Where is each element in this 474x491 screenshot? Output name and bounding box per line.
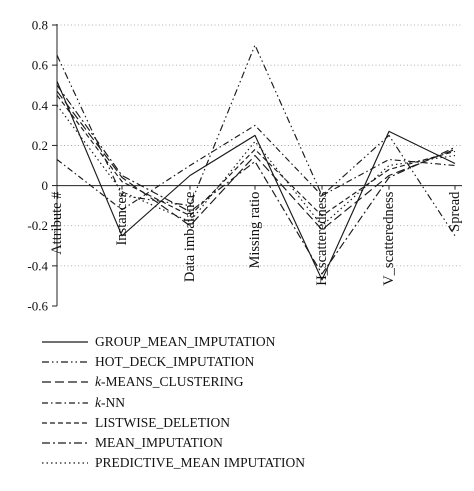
legend-item: HOT_DECK_IMPUTATION (40, 352, 460, 372)
x-tick-label: Missing ratio (247, 192, 263, 269)
x-tick-label: Instances (114, 191, 130, 245)
y-tick-label: 0.4 (32, 98, 49, 113)
x-axis (56, 185, 462, 190)
legend-label: HOT_DECK_IMPUTATION (95, 354, 255, 370)
legend-label: LISTWISE_DELETION (95, 414, 230, 430)
x-tick-label: Spread (447, 191, 463, 232)
legend-label: PREDICTIVE_MEAN IMPUTATION (95, 455, 306, 471)
legend-item: k-NN (40, 393, 460, 413)
legend-label: k-MEANS_CLUSTERING (95, 374, 244, 390)
y-axis: -0.6 -0.4 -0.2 0 0.2 0.4 0.6 0.8 (27, 18, 58, 314)
legend-item: k-MEANS_CLUSTERING (40, 372, 460, 392)
legend-label: MEAN_IMPUTATION (95, 435, 223, 450)
legend-swatch (42, 442, 88, 444)
y-tick-label: -0.2 (27, 218, 48, 233)
x-tick-label: H_scatteredness (314, 191, 330, 286)
x-tick-labels: Attribute # Instances Data imbalance Missin… (49, 191, 463, 286)
legend-item: PREDICTIVE_MEAN IMPUTATION (40, 453, 460, 473)
legend-label: k-NN (95, 394, 125, 410)
legend-swatch (42, 361, 88, 363)
legend-swatch (42, 401, 88, 404)
series-line (56, 94, 456, 217)
x-tick-label: V_scatteredness (381, 191, 397, 286)
legend-label: GROUP_MEAN_IMPUTATION (95, 334, 276, 349)
legend-swatch (42, 422, 88, 424)
legend-item: LISTWISE_DELETION (40, 413, 460, 433)
y-tick-label: 0 (42, 178, 49, 193)
legend-swatch (42, 462, 88, 464)
y-tick-label: -0.6 (27, 299, 48, 314)
x-tick-label: Data imbalance (182, 192, 198, 283)
y-tick-label: 0.8 (32, 18, 48, 33)
series-line (56, 84, 456, 275)
y-tick-label: -0.4 (27, 258, 48, 273)
legend-swatch (42, 341, 88, 343)
series-line (56, 104, 456, 227)
series-lines (56, 44, 456, 281)
legend-swatch (42, 381, 88, 383)
legend-item: GROUP_MEAN_IMPUTATION (40, 332, 460, 352)
y-tick-label: 0.6 (32, 58, 49, 73)
series-line (56, 90, 456, 231)
x-tick-label: Attribute # (49, 192, 65, 255)
legend-item: MEAN_IMPUTATION (40, 433, 460, 453)
series-line (56, 44, 456, 237)
y-tick-label: 0.2 (32, 138, 48, 153)
series-line (56, 80, 456, 281)
series-line (56, 124, 456, 211)
gridlines (57, 24, 462, 267)
